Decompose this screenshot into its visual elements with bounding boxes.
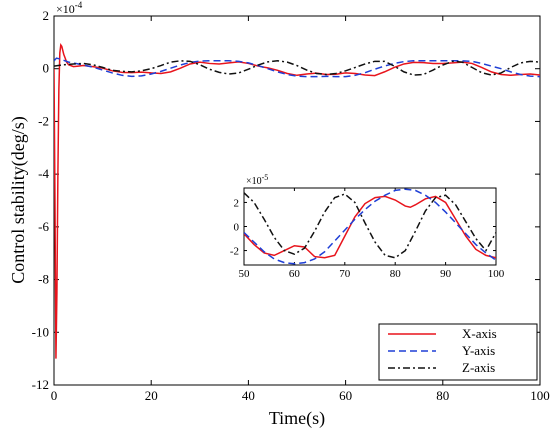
- legend-label-zaxis: Z-axis: [462, 360, 495, 375]
- main-y-exponent-power: -4: [75, 0, 83, 10]
- y-axis-label: Control stability(deg/s): [8, 116, 29, 283]
- inset-series-xaxis: [244, 195, 496, 259]
- main-x-tick-label: 0: [51, 388, 58, 403]
- main-x-tick-label: 40: [242, 388, 255, 403]
- main-series-group: [54, 43, 540, 359]
- main-plot: 0 20 40 60 80 100-12-10-8-6-4-202 ×10-4 Time(…: [8, 0, 550, 429]
- main-x-tick-label: 100: [530, 388, 550, 403]
- main-series-yaxis: [54, 57, 540, 78]
- legend-box: [378, 323, 538, 381]
- main-y-tick-label: 2: [43, 8, 50, 23]
- inset-x-tick-label: 90: [440, 268, 452, 280]
- inset-x-tick-label: 60: [289, 268, 301, 280]
- main-series-xaxis: [54, 43, 540, 359]
- main-y-tick-label: 0: [43, 61, 50, 76]
- legend-items: X-axis Y-axis Z-axis: [388, 326, 497, 375]
- inset-y-tick-label: -2: [230, 246, 239, 258]
- main-y-exponent-base: ×10: [56, 2, 75, 16]
- inset-x-tick-label: 80: [390, 268, 402, 280]
- main-y-tick-label: -4: [38, 166, 49, 181]
- main-y-tick-label: -6: [38, 219, 49, 234]
- legend-label-xaxis: X-axis: [462, 326, 497, 341]
- main-x-tick-label: 60: [339, 388, 352, 403]
- x-axis-label: Time(s): [269, 408, 325, 429]
- inset-series-group: [244, 188, 496, 265]
- legend: X-axis Y-axis Z-axis: [378, 323, 538, 381]
- inset-y-exponent: ×10-5: [246, 173, 268, 187]
- inset-x-tick-label: 100: [488, 268, 505, 280]
- inset-series-yaxis: [244, 188, 496, 265]
- main-ticks: 0 20 40 60 80 100-12-10-8-6-4-202: [32, 8, 550, 403]
- inset-y-tick-label: 2: [234, 197, 240, 209]
- inset-ticks: 50 60 70 80 90 100 -2 0 2: [230, 188, 505, 280]
- legend-label-yaxis: Y-axis: [462, 343, 495, 358]
- main-y-exponent: ×10-4: [56, 0, 83, 16]
- main-y-tick-label: -12: [32, 377, 49, 392]
- main-x-tick-label: 20: [145, 388, 158, 403]
- main-series-zaxis: [54, 60, 540, 76]
- main-y-tick-label: -2: [38, 113, 49, 128]
- inset-y-tick-label: 0: [234, 222, 240, 234]
- inset-plot: 50 60 70 80 90 100 -2 0 2 ×10-5: [230, 173, 505, 280]
- inset-x-tick-label: 70: [339, 268, 351, 280]
- main-y-tick-label: -10: [32, 324, 49, 339]
- inset-y-exponent-base: ×10: [246, 176, 262, 187]
- main-y-tick-label: -8: [38, 272, 49, 287]
- main-plot-frame: [53, 15, 541, 386]
- inset-y-exponent-power: -5: [262, 173, 269, 182]
- inset-x-tick-label: 50: [239, 268, 251, 280]
- main-x-tick-label: 80: [436, 388, 449, 403]
